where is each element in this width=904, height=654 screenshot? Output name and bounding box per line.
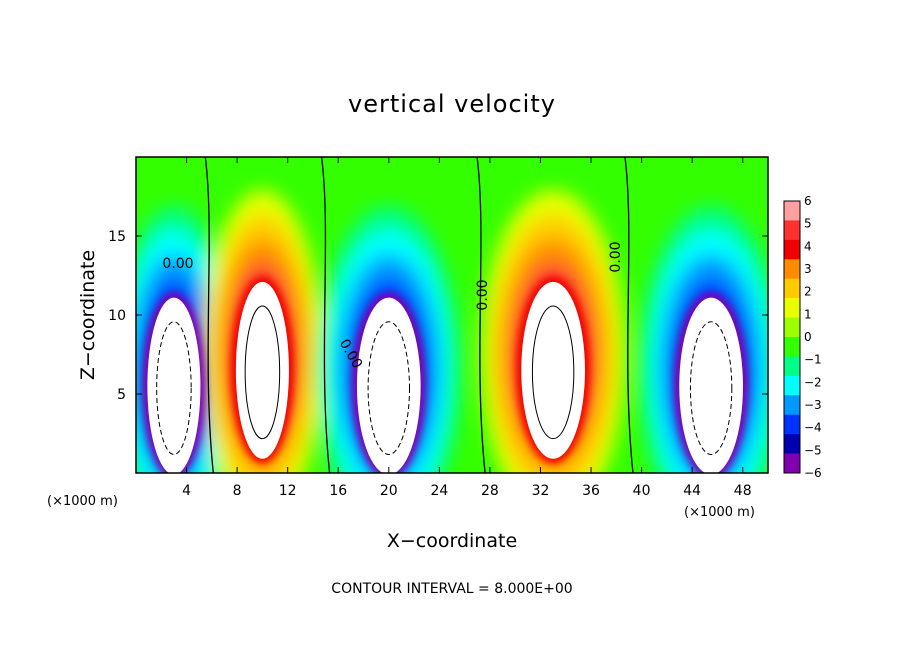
x-tick-label: 4 <box>182 483 191 499</box>
colorbar: 6 5 4 3 2 1 0 −1 −2 −3 −4 −5 −6 <box>783 194 822 480</box>
x-axis-label: X−coordinate <box>387 530 517 552</box>
x-tick-label: 40 <box>633 483 651 499</box>
saturated-core-3 <box>356 297 421 473</box>
colorbar-label: 5 <box>804 217 812 231</box>
colorbar-swatch <box>784 220 800 241</box>
contour-interval-footer: CONTOUR INTERVAL = 8.000E+00 <box>331 581 572 597</box>
colorbar-label: 6 <box>804 194 812 208</box>
x-tick-label: 12 <box>279 483 297 499</box>
colorbar-label: −5 <box>804 443 822 457</box>
colorbar-swatch <box>784 259 800 280</box>
colorbar-label: −4 <box>804 421 822 435</box>
x-tick-label: 48 <box>734 483 752 499</box>
y-tick-label: 5 <box>117 387 126 403</box>
colorbar-swatch <box>784 434 800 455</box>
colorbar-label: −1 <box>804 353 822 367</box>
velocity-field <box>136 157 768 473</box>
colorbar-label: 2 <box>804 285 812 299</box>
x-tick-label: 20 <box>380 483 398 499</box>
contour-label: 0.00 <box>475 279 491 310</box>
colorbar-swatch <box>784 395 800 416</box>
colorbar-swatch <box>784 337 800 357</box>
contour-label: 0.00 <box>608 241 624 272</box>
zero-contour-1 <box>204 157 214 473</box>
colorbar-label: 4 <box>804 239 812 253</box>
x-axis-ticks: 4 8 12 16 20 24 28 32 36 40 44 48 <box>182 157 752 499</box>
colorbar-swatch <box>784 356 800 377</box>
colorbar-label: −3 <box>804 398 822 412</box>
colorbar-label: 3 <box>804 262 812 276</box>
saturated-core-1 <box>147 297 201 473</box>
x-tick-label: 16 <box>329 483 347 499</box>
colorbar-swatch <box>784 239 800 260</box>
colorbar-swatch <box>784 278 800 299</box>
zero-contour-2 <box>320 157 331 473</box>
saturated-core-4 <box>521 281 585 459</box>
saturated-core-2 <box>235 281 289 459</box>
y-tick-label: 15 <box>108 229 126 245</box>
colorbar-swatch <box>784 375 800 396</box>
colorbar-swatch <box>784 317 800 338</box>
x-tick-label: 32 <box>532 483 550 499</box>
x-unit-left: (×1000 m) <box>47 494 118 509</box>
zero-contour-3 <box>476 157 486 473</box>
colorbar-label: 0 <box>804 330 812 344</box>
x-unit-right: (×1000 m) <box>684 505 755 520</box>
x-tick-label: 36 <box>582 483 600 499</box>
y-tick-label: 10 <box>108 308 126 324</box>
chart-title: vertical velocity <box>348 90 556 118</box>
contour-label: 0.00 <box>162 256 193 272</box>
y-axis-ticks: 5 10 15 <box>108 229 768 403</box>
y-axis-label: Z−coordinate <box>77 250 99 380</box>
colorbar-label: 1 <box>804 307 812 321</box>
colorbar-label: −2 <box>804 375 822 389</box>
colorbar-swatch <box>784 453 800 474</box>
x-tick-label: 28 <box>481 483 499 499</box>
zero-contour-4 <box>624 157 634 473</box>
x-tick-label: 24 <box>430 483 448 499</box>
saturated-core-5 <box>679 297 743 473</box>
colorbar-swatch <box>784 414 800 435</box>
colorbar-swatch <box>784 201 800 221</box>
x-tick-label: 8 <box>233 483 242 499</box>
colorbar-swatch <box>784 298 800 319</box>
colorbar-label: −6 <box>804 466 822 480</box>
x-tick-label: 44 <box>683 483 701 499</box>
